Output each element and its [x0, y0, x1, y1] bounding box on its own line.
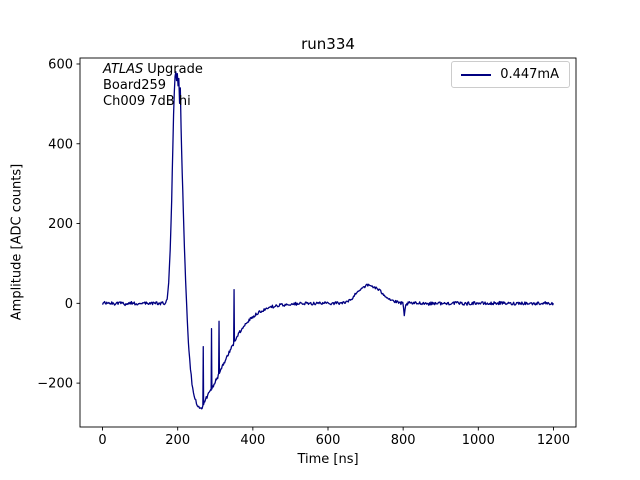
annotation-channel: Ch009 7dB hi — [103, 94, 191, 109]
x-tick-label: 1000 — [462, 433, 495, 448]
y-tick-label: 0 — [65, 297, 73, 312]
x-tick-label: 0 — [98, 433, 106, 448]
y-tick-label: 400 — [48, 137, 73, 152]
x-tick-label: 200 — [165, 433, 190, 448]
chart-title: run334 — [301, 35, 355, 53]
x-tick-label: 1200 — [537, 433, 570, 448]
annotation-line-1: ATLAS Upgrade — [103, 62, 203, 78]
axes-frame — [79, 57, 577, 428]
y-tick-label: 200 — [48, 217, 73, 232]
annotation-board: Board259 — [103, 78, 167, 93]
annotation-atlas: ATLAS — [103, 62, 144, 77]
y-axis-label: Amplitude [ADC counts] — [9, 163, 25, 321]
annotation-upgrade: Upgrade — [147, 62, 203, 77]
x-axis-label: Time [ns] — [297, 452, 359, 467]
x-tick-label: 600 — [316, 433, 341, 448]
legend: 0.447mA — [451, 61, 570, 88]
y-tick-label: −200 — [37, 377, 73, 392]
legend-line-sample — [461, 73, 492, 76]
x-tick-label: 400 — [240, 433, 265, 448]
waveform-line — [101, 71, 555, 410]
x-tick-label: 800 — [391, 433, 416, 448]
y-tick-label: 600 — [48, 57, 73, 72]
legend-label: 0.447mA — [500, 67, 559, 82]
annotation-block: ATLAS Upgrade Board259 Ch009 7dB hi — [103, 62, 203, 110]
